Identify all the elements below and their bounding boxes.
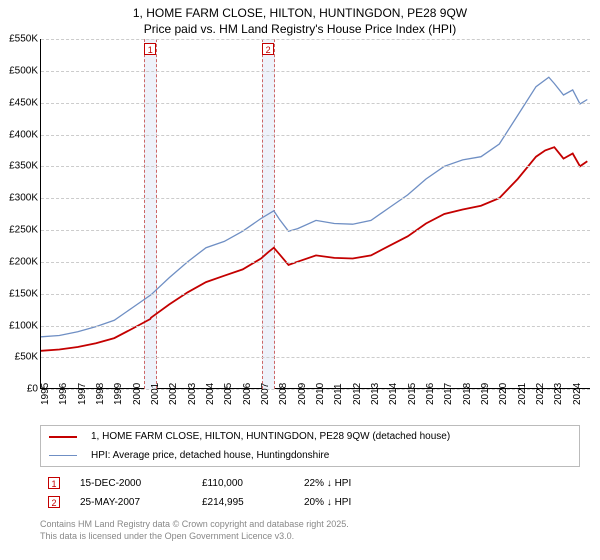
x-tick-label: 1998 [95, 383, 106, 405]
legend-row: HPI: Average price, detached house, Hunt… [43, 447, 577, 464]
y-tick-label: £200K [9, 256, 38, 267]
plot-area: 12 [40, 39, 590, 389]
grid-line [41, 166, 590, 167]
x-tick-label: 1995 [40, 383, 51, 405]
sales-index-badge: 2 [48, 496, 60, 508]
sales-body: 1 15-DEC-2000£110,00022% ↓ HPI 2 25-MAY-200… [42, 475, 578, 511]
x-tick-label: 2021 [517, 383, 528, 405]
x-tick-label: 1996 [58, 383, 69, 405]
y-tick-label: £250K [9, 225, 38, 236]
sales-row: 1 15-DEC-2000£110,00022% ↓ HPI [42, 475, 578, 492]
grid-line [41, 326, 590, 327]
x-tick-label: 2008 [278, 383, 289, 405]
legend-label: 1, HOME FARM CLOSE, HILTON, HUNTINGDON, … [85, 428, 577, 445]
series-line-price_paid [41, 147, 587, 351]
sales-index-badge: 1 [48, 477, 60, 489]
x-tick-label: 2009 [297, 383, 308, 405]
y-tick-label: £450K [9, 97, 38, 108]
legend-body: 1, HOME FARM CLOSE, HILTON, HUNTINGDON, … [43, 428, 577, 464]
sales-price: £110,000 [196, 475, 296, 492]
legend-swatch [49, 455, 77, 456]
chart-area: £0 £50K £100K £150K £200K £250K £300K £350K £400… [0, 39, 600, 419]
sales-table: 1 15-DEC-2000£110,00022% ↓ HPI 2 25-MAY-200… [40, 473, 580, 513]
x-tick-label: 2015 [407, 383, 418, 405]
sales-date: 15-DEC-2000 [74, 475, 194, 492]
x-tick-label: 2012 [352, 383, 363, 405]
grid-line [41, 135, 590, 136]
y-tick-label: £550K [9, 34, 38, 45]
x-tick-label: 2014 [388, 383, 399, 405]
legend-label: HPI: Average price, detached house, Hunt… [85, 447, 577, 464]
y-tick-label: £100K [9, 320, 38, 331]
x-tick-label: 2010 [315, 383, 326, 405]
y-tick-label: £0 [27, 384, 38, 395]
x-tick-label: 2000 [132, 383, 143, 405]
y-tick-label: £150K [9, 288, 38, 299]
x-tick-label: 2007 [260, 383, 271, 405]
x-tick-label: 2017 [443, 383, 454, 405]
x-tick-label: 2003 [187, 383, 198, 405]
grid-line [41, 294, 590, 295]
legend-table: 1, HOME FARM CLOSE, HILTON, HUNTINGDON, … [40, 425, 580, 467]
sales-price: £214,995 [196, 494, 296, 511]
y-tick-label: £400K [9, 129, 38, 140]
x-tick-label: 2005 [223, 383, 234, 405]
x-tick-label: 2013 [370, 383, 381, 405]
grid-line [41, 103, 590, 104]
sale-marker: 1 [144, 43, 156, 55]
chart-container: 1, HOME FARM CLOSE, HILTON, HUNTINGDON, … [0, 0, 600, 560]
attribution-line-1: Contains HM Land Registry data © Crown c… [40, 519, 590, 531]
x-tick-label: 2016 [425, 383, 436, 405]
y-tick-label: £500K [9, 66, 38, 77]
title-block: 1, HOME FARM CLOSE, HILTON, HUNTINGDON, … [0, 0, 600, 39]
y-tick-label: £50K [15, 352, 38, 363]
legend-swatch [49, 436, 77, 438]
y-axis: £0£50K£100K£150K£200K£250K£300K£350K£400… [0, 39, 40, 389]
grid-line [41, 198, 590, 199]
y-tick-label: £350K [9, 161, 38, 172]
sales-delta: 22% ↓ HPI [298, 475, 578, 492]
x-tick-label: 2002 [168, 383, 179, 405]
y-tick-label: £300K [9, 193, 38, 204]
grid-line [41, 357, 590, 358]
x-tick-label: 2020 [498, 383, 509, 405]
grid-line [41, 39, 590, 40]
legend-row: 1, HOME FARM CLOSE, HILTON, HUNTINGDON, … [43, 428, 577, 445]
x-tick-label: 2024 [572, 383, 583, 405]
x-tick-label: 2001 [150, 383, 161, 405]
x-tick-label: 2023 [553, 383, 564, 405]
sales-row: 2 25-MAY-2007£214,99520% ↓ HPI [42, 494, 578, 511]
attribution-block: Contains HM Land Registry data © Crown c… [40, 519, 590, 542]
attribution-line-2: This data is licensed under the Open Gov… [40, 531, 590, 543]
x-axis: 1995199619971998199920002001200220032004… [40, 389, 590, 419]
x-tick-label: 1999 [113, 383, 124, 405]
x-tick-label: 2011 [333, 384, 344, 406]
x-tick-label: 2004 [205, 383, 216, 405]
grid-line [41, 230, 590, 231]
series-svg [41, 39, 591, 389]
x-tick-label: 2022 [535, 383, 546, 405]
sales-date: 25-MAY-2007 [74, 494, 194, 511]
title-line-2: Price paid vs. HM Land Registry's House … [0, 22, 600, 38]
sales-delta: 20% ↓ HPI [298, 494, 578, 511]
grid-line [41, 262, 590, 263]
series-line-hpi [41, 77, 587, 337]
x-tick-label: 2019 [480, 383, 491, 405]
x-tick-label: 2006 [242, 383, 253, 405]
grid-line [41, 71, 590, 72]
x-tick-label: 1997 [77, 383, 88, 405]
title-line-1: 1, HOME FARM CLOSE, HILTON, HUNTINGDON, … [0, 6, 600, 22]
sale-marker: 2 [262, 43, 274, 55]
x-tick-label: 2018 [462, 383, 473, 405]
